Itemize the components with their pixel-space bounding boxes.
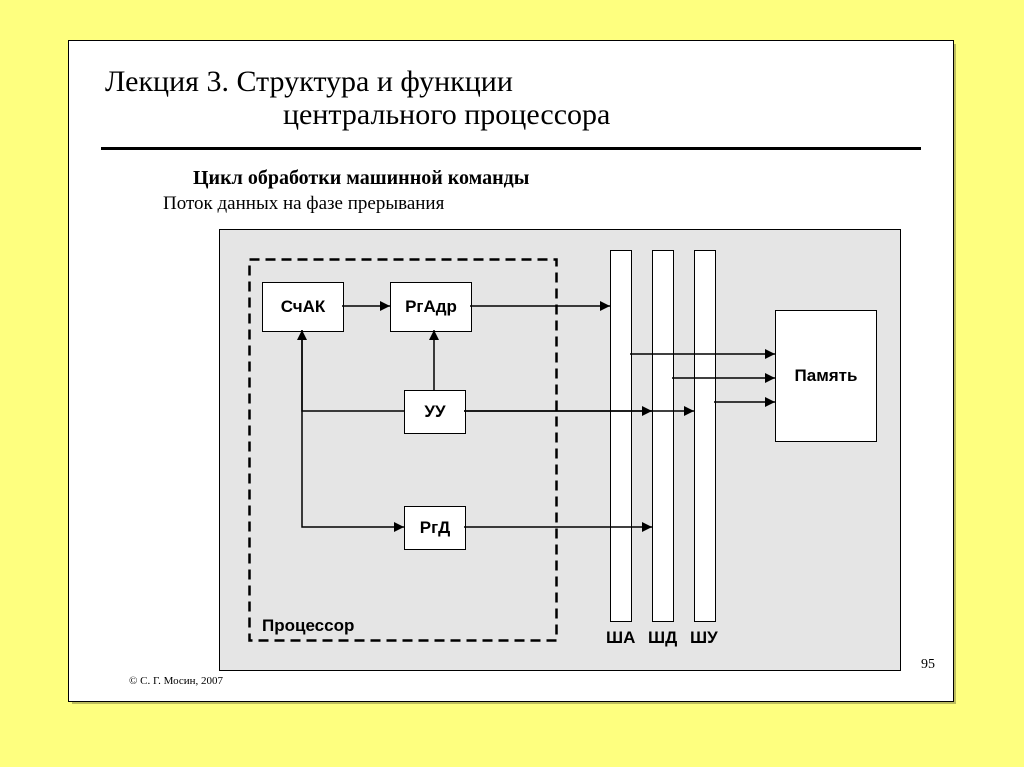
copyright: © С. Г. Мосин, 2007 — [129, 675, 223, 687]
arrow — [302, 330, 404, 527]
slide-title: Лекция 3. Структура и функции центрально… — [105, 65, 925, 131]
page-background: Лекция 3. Структура и функции центрально… — [0, 0, 1024, 767]
arrow — [302, 330, 404, 411]
arrow-group — [302, 306, 775, 527]
slide: Лекция 3. Структура и функции центрально… — [68, 40, 954, 702]
page-number: 95 — [921, 657, 935, 673]
subsection-heading: Поток данных на фазе прерывания — [163, 193, 444, 215]
title-underline — [101, 147, 921, 150]
cpu-diagram: Процессор СчАК РгАдр УУ РгД Память ША ШД… — [219, 229, 901, 671]
title-line-2: центрального процессора — [105, 98, 610, 131]
section-heading: Цикл обработки машинной команды — [193, 167, 529, 190]
title-line-1: Лекция 3. Структура и функции — [105, 65, 513, 98]
diagram-arrows — [220, 230, 900, 670]
